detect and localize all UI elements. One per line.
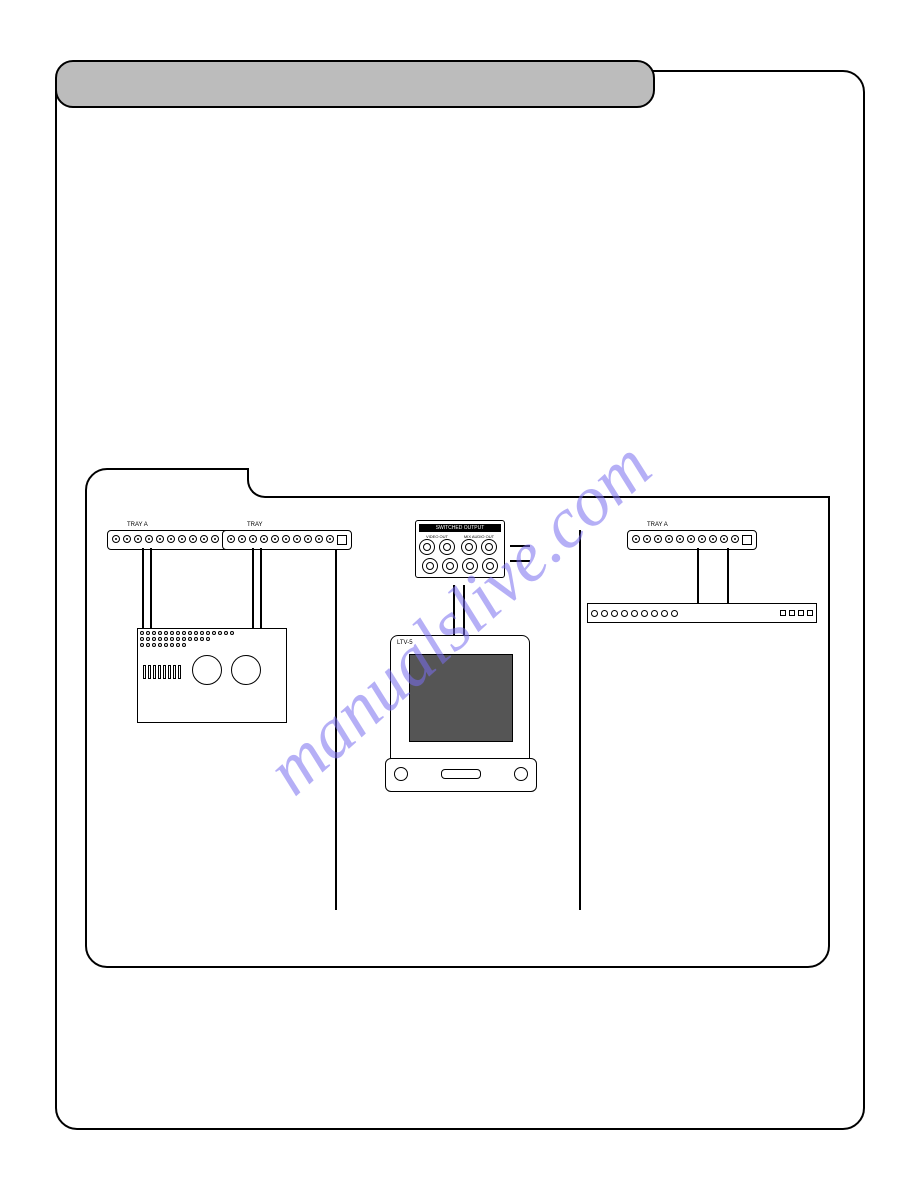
- cable: [510, 545, 530, 547]
- cable: [260, 548, 262, 628]
- cable: [463, 585, 465, 635]
- cable: [510, 560, 530, 562]
- title-tab: [55, 60, 655, 108]
- cable: [727, 548, 729, 603]
- jack-panel-tray-b: [222, 530, 352, 550]
- panel-label: TRAY A: [127, 522, 148, 528]
- switcher-title: SWITCHED OUTPUT: [419, 524, 501, 532]
- cable: [150, 548, 152, 628]
- cable: [453, 585, 455, 635]
- diagram-panel: TRAY A TRAY: [85, 468, 830, 968]
- jack-panel-tray: [627, 530, 757, 550]
- cable: [252, 548, 254, 628]
- divider-2: [579, 530, 581, 910]
- cable: [142, 548, 144, 628]
- diagram-col-1: TRAY A TRAY: [102, 530, 332, 910]
- cable: [697, 548, 699, 603]
- diagram-col-2: SWITCHED OUTPUT VIDEO OUT MIX AUDIO OUT …: [345, 530, 575, 910]
- divider-1: [335, 530, 337, 910]
- rack-processor-icon: [587, 603, 817, 623]
- lcd-monitor-icon: LTV-5: [390, 635, 530, 785]
- panel-tab-cut: [247, 468, 830, 498]
- switcher-output-panel: SWITCHED OUTPUT VIDEO OUT MIX AUDIO OUT: [415, 520, 505, 578]
- diagram-col-3: TRAY A: [587, 530, 817, 910]
- jack-panel-tray-a: [107, 530, 237, 550]
- panel-label: TRAY: [247, 522, 263, 528]
- monitor-model: LTV-5: [397, 640, 413, 646]
- panel-label: TRAY A: [647, 522, 668, 528]
- mixer-console-icon: [137, 628, 287, 723]
